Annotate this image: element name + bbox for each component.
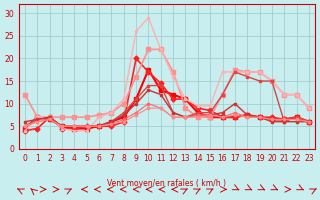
X-axis label: Vent moyen/en rafales ( km/h ): Vent moyen/en rafales ( km/h ) xyxy=(108,179,227,188)
